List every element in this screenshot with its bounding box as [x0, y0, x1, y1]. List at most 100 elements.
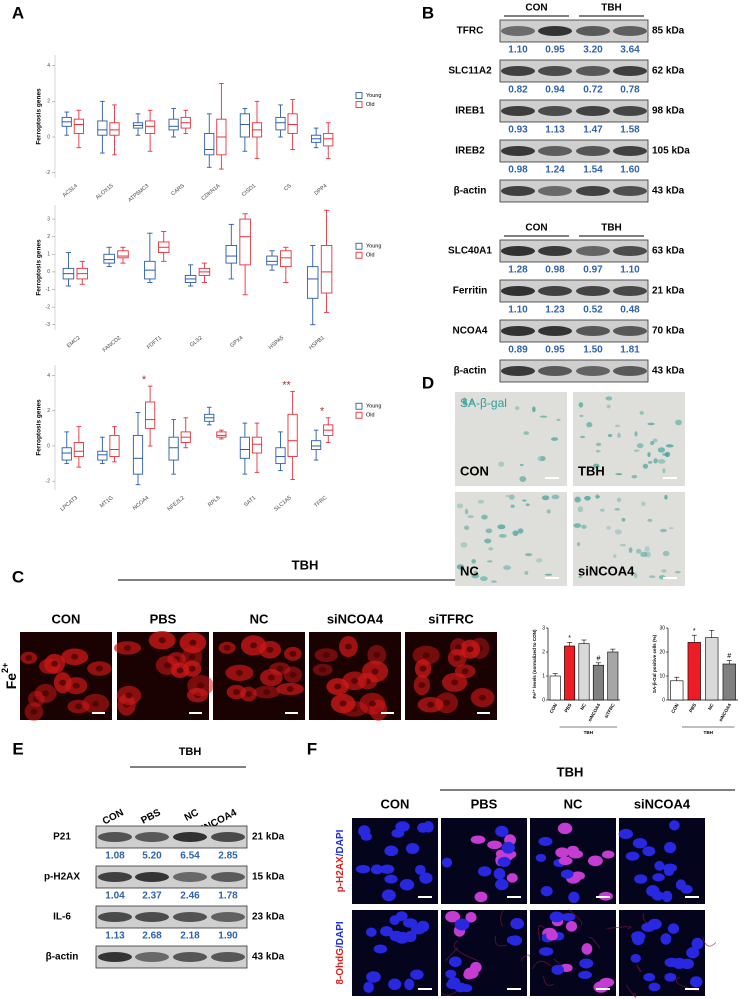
stained-cell	[551, 437, 559, 441]
nucleus	[418, 682, 426, 689]
protein-name: SLC40A1	[448, 246, 492, 257]
nucleus	[267, 674, 275, 681]
panel-letter: D	[422, 373, 434, 392]
protein-name: IREB2	[455, 146, 485, 157]
stained-cell	[584, 495, 591, 501]
nucleus	[423, 821, 434, 833]
nucleus	[667, 923, 680, 934]
micrograph	[573, 492, 685, 586]
blot-band	[538, 66, 572, 76]
stained-cell	[544, 573, 553, 576]
stain-label: p-H2AX/DAPI	[335, 829, 346, 892]
box	[280, 250, 292, 268]
nucleus	[188, 653, 196, 660]
stained-cell	[647, 460, 653, 464]
panel-letter: A	[12, 3, 24, 22]
nucleus	[557, 822, 573, 835]
stained-cell	[650, 440, 655, 446]
molecular-weight: 43 kDa	[652, 186, 685, 197]
stained-cell	[456, 503, 464, 509]
lane-label: NC	[183, 807, 201, 823]
quantification: 1.10	[620, 265, 640, 276]
nucleus	[391, 828, 405, 838]
cytoplasm-signal	[500, 909, 504, 927]
stained-cell	[577, 542, 581, 547]
nucleus	[540, 885, 553, 897]
group-label: TBH	[179, 746, 202, 758]
nucleus	[380, 864, 395, 874]
y-tick-label: 3	[47, 216, 50, 222]
protein-name: Ferritin	[453, 286, 487, 297]
nucleus	[454, 644, 462, 651]
nucleus	[643, 973, 656, 982]
stained-cell	[580, 435, 585, 439]
quantification: 0.98	[508, 165, 528, 176]
nucleus	[558, 856, 573, 866]
blot-band	[135, 912, 169, 922]
stained-cell	[596, 449, 600, 453]
nucleus	[565, 921, 578, 932]
blot-band	[173, 912, 207, 922]
stained-cell	[641, 501, 646, 507]
y-tick-label: 1	[542, 673, 545, 679]
blot-strip	[95, 945, 248, 969]
quantification: 1.04	[105, 891, 125, 902]
stained-cell	[661, 569, 667, 573]
nucleus	[561, 912, 576, 922]
legend-label: Young	[366, 404, 381, 410]
micrograph	[573, 392, 685, 486]
nucleus	[675, 879, 687, 891]
stained-cell	[481, 514, 488, 520]
stained-cell	[613, 554, 617, 558]
nucleus	[445, 969, 457, 979]
bar	[722, 663, 736, 701]
nucleus	[289, 671, 297, 678]
quantification: 0.94	[545, 85, 565, 96]
protein-name: P21	[53, 832, 71, 843]
lane-label: NC	[564, 796, 583, 811]
nucleus	[399, 879, 415, 891]
stained-cell	[535, 558, 543, 563]
molecular-weight: 15 kDa	[252, 872, 285, 883]
stained-cell	[631, 475, 638, 479]
stained-cell	[456, 564, 465, 570]
quantification: 1.81	[620, 345, 640, 356]
x-tick-label: NC	[707, 702, 715, 711]
x-tick-label: TFRC	[313, 495, 328, 509]
molecular-weight: 23 kDa	[252, 912, 285, 923]
y-tick-label: 2	[47, 234, 50, 240]
lane-label: CON	[381, 796, 410, 811]
panel-letter: F	[307, 739, 317, 758]
cytoplasm-signal	[494, 935, 507, 947]
stained-cell	[617, 432, 621, 439]
nucleus	[461, 668, 469, 675]
blot-band	[613, 366, 647, 376]
stained-cell	[581, 524, 587, 529]
box	[266, 255, 278, 266]
x-tick-label: CON	[670, 702, 680, 714]
nucleus	[366, 971, 381, 983]
molecular-weight: 62 kDa	[652, 66, 685, 77]
stained-cell	[662, 468, 666, 474]
stained-cell	[498, 461, 505, 467]
stained-cell	[639, 411, 644, 415]
quantification: 5.20	[142, 851, 162, 862]
significance: *	[320, 406, 325, 418]
quantification: 2.46	[180, 891, 200, 902]
blot-band	[135, 872, 169, 882]
stained-cell	[486, 560, 493, 563]
box	[275, 116, 286, 131]
nucleus	[581, 943, 593, 955]
nucleus	[510, 917, 524, 930]
y-tick-label: 2	[47, 408, 50, 414]
nucleus	[368, 700, 376, 707]
nucleus	[618, 828, 633, 840]
box	[320, 245, 333, 294]
stained-cell	[519, 476, 527, 482]
nucleus	[632, 837, 648, 849]
nucleus	[402, 918, 418, 928]
group-label: TBH	[601, 3, 622, 14]
stained-cell	[519, 463, 524, 467]
x-tick-label: HSPA5	[268, 335, 285, 351]
legend-swatch	[355, 92, 363, 100]
